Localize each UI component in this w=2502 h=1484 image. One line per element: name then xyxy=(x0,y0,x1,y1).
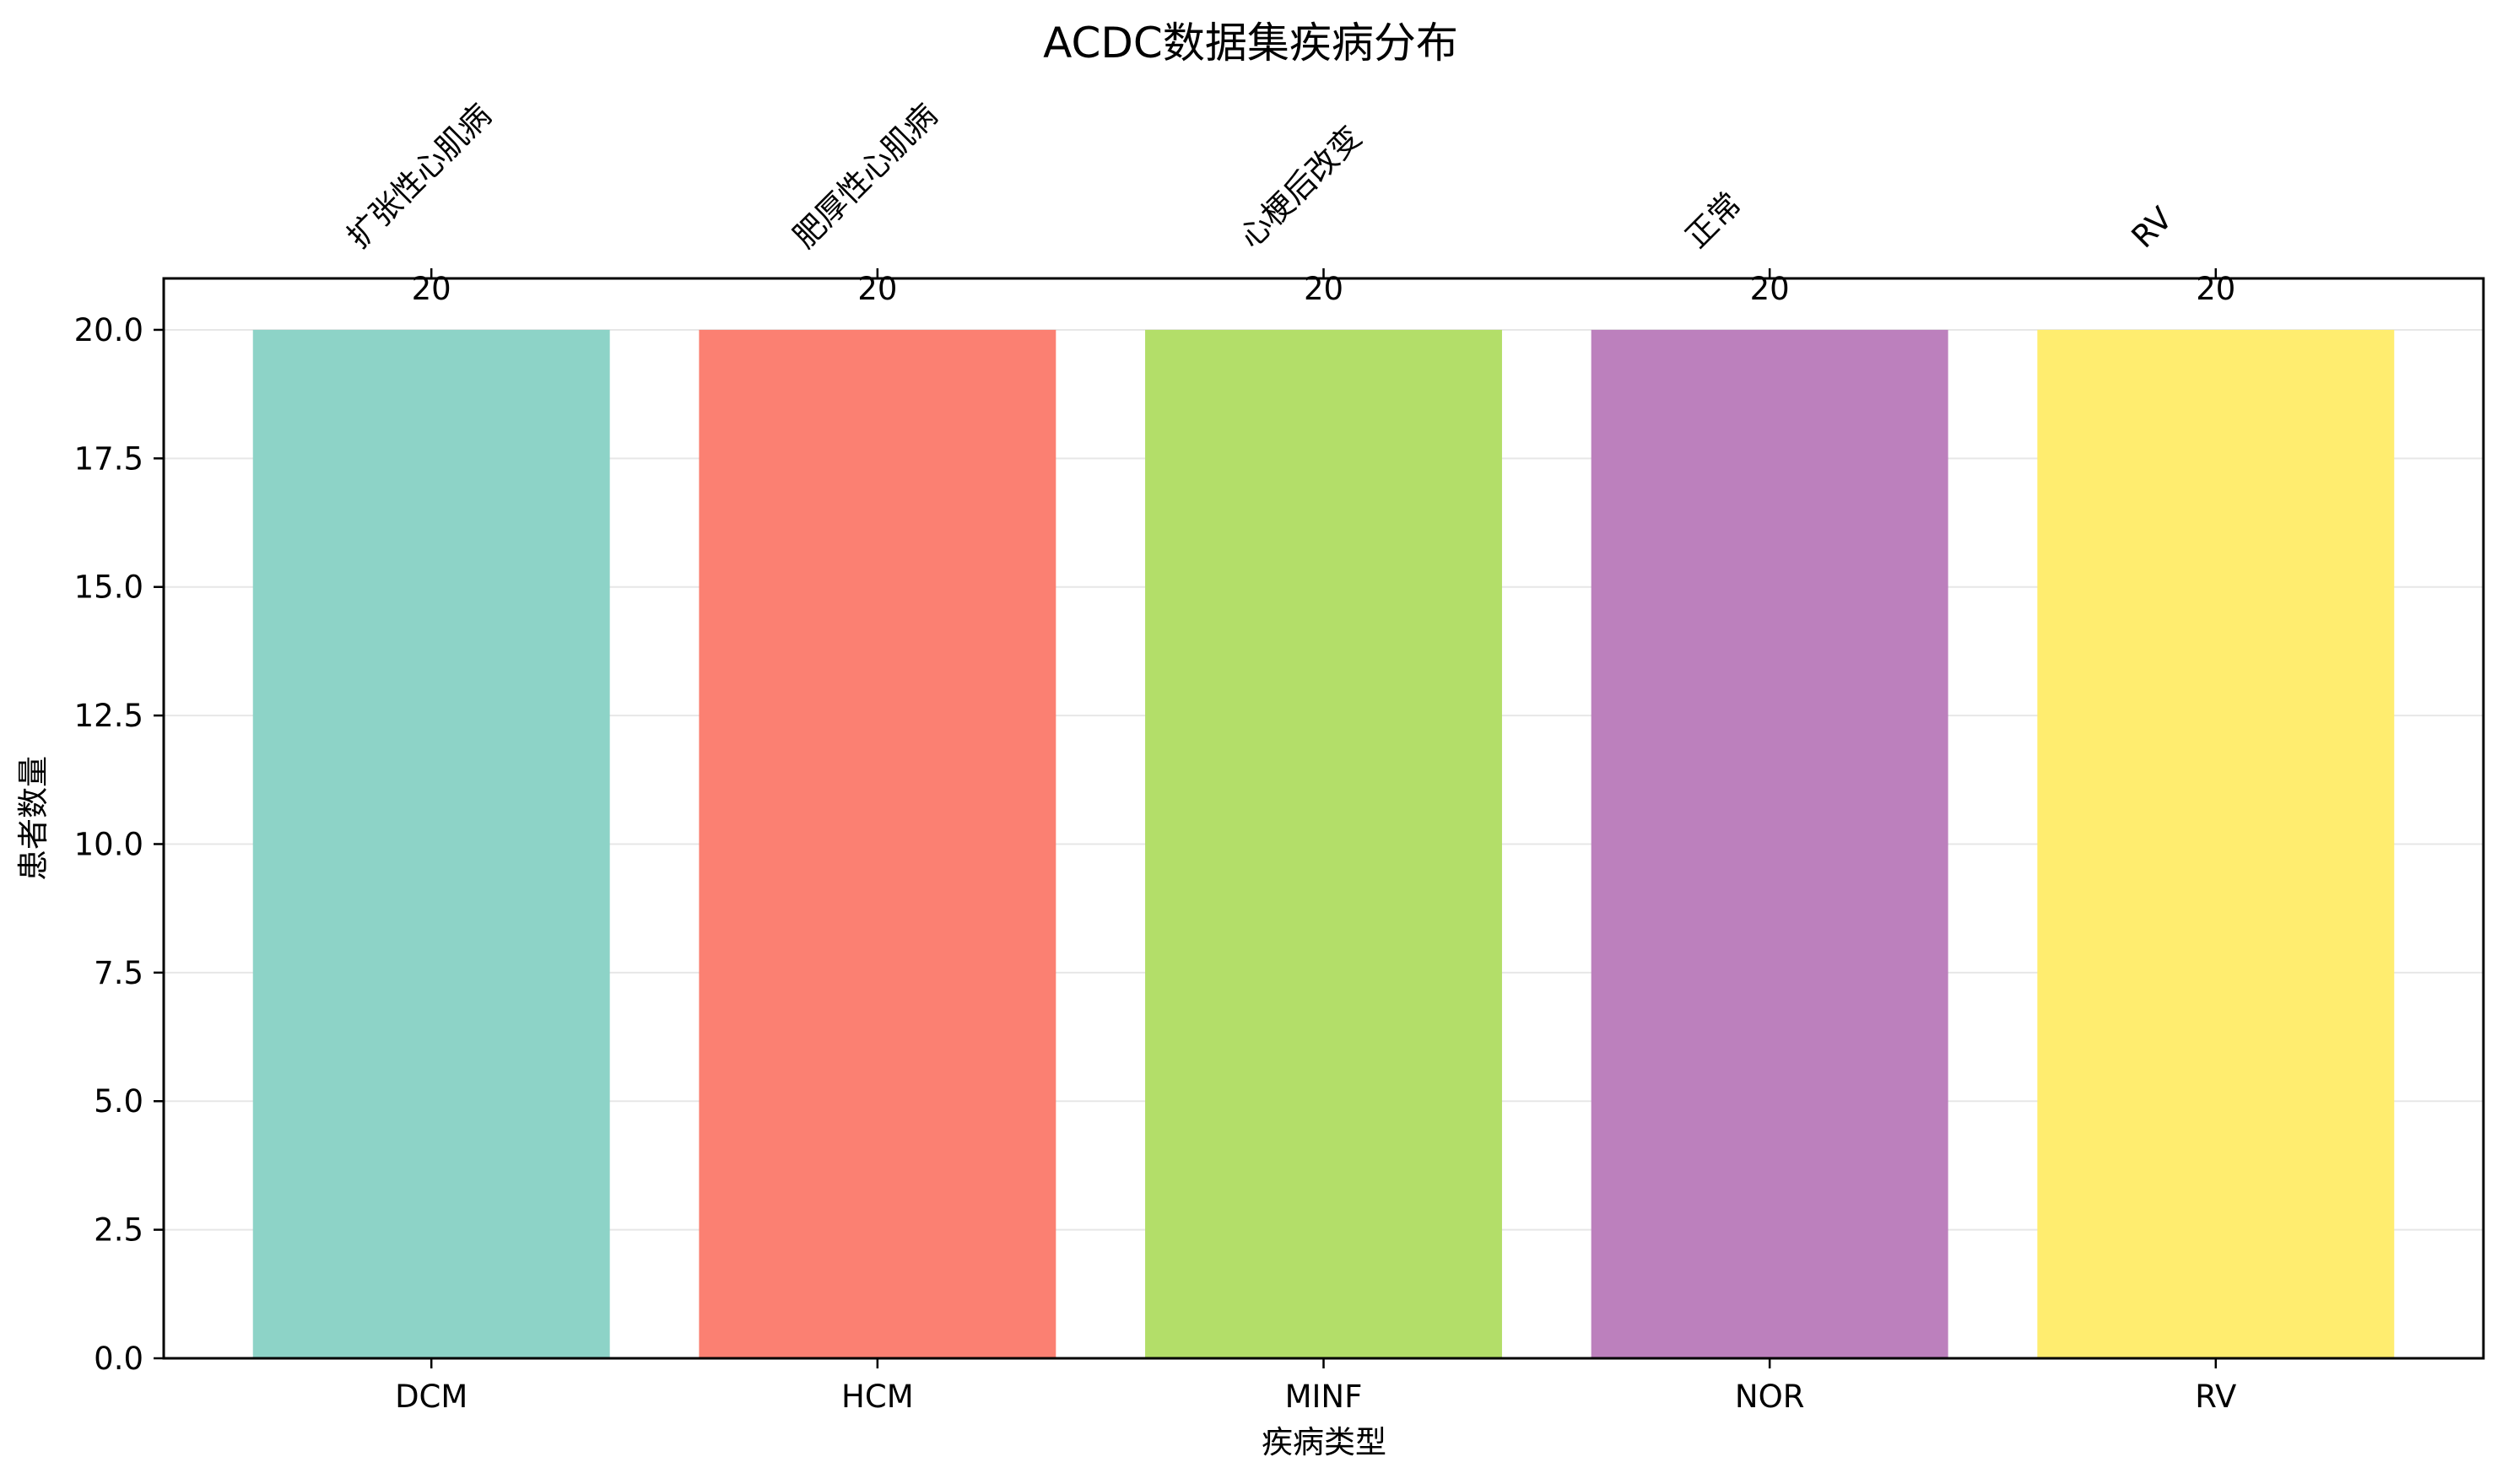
bar xyxy=(1145,329,1502,1358)
y-tick-label: 7.5 xyxy=(94,955,143,991)
y-tick-label: 10.0 xyxy=(74,826,143,862)
x-axis: DCM HCM MINF NOR RV xyxy=(395,1358,2236,1415)
x-tick-label: HCM xyxy=(841,1379,914,1415)
top-category-label: RV xyxy=(2125,200,2180,255)
x-axis-label: 疾病类型 xyxy=(1262,1424,1386,1460)
top-category-label: 心梗后改变 xyxy=(1232,119,1368,255)
top-category-label: 扩张性心肌病 xyxy=(340,97,498,255)
y-tick-label: 17.5 xyxy=(74,440,143,477)
x-tick-label: MINF xyxy=(1285,1379,1363,1415)
top-category-label: 正常 xyxy=(1678,186,1748,256)
bar xyxy=(1591,329,1948,1358)
y-tick-label: 15.0 xyxy=(74,569,143,606)
chart-title: ACDC数据集疾病分布 xyxy=(1043,19,1458,67)
y-axis-label: 患者数量 xyxy=(15,756,51,881)
y-tick-label: 0.0 xyxy=(94,1341,143,1377)
bar xyxy=(252,329,610,1358)
bars xyxy=(252,329,2395,1358)
y-axis: 0.0 2.5 5.0 7.5 10.0 12.5 15.0 17.5 20.0 xyxy=(74,312,164,1377)
y-tick-label: 20.0 xyxy=(74,312,143,348)
top-category-label: 肥厚性心肌病 xyxy=(786,97,944,255)
y-tick-label: 12.5 xyxy=(74,698,143,734)
x-tick-label: DCM xyxy=(395,1379,467,1415)
y-tick-label: 2.5 xyxy=(94,1212,143,1249)
y-tick-label: 5.0 xyxy=(94,1083,143,1120)
bar xyxy=(2037,329,2395,1358)
top-category-axis: 扩张性心肌病 肥厚性心肌病 心梗后改变 正常 RV xyxy=(340,97,2218,278)
x-tick-label: NOR xyxy=(1735,1379,1805,1415)
bar xyxy=(699,329,1056,1358)
x-tick-label: RV xyxy=(2195,1379,2236,1415)
